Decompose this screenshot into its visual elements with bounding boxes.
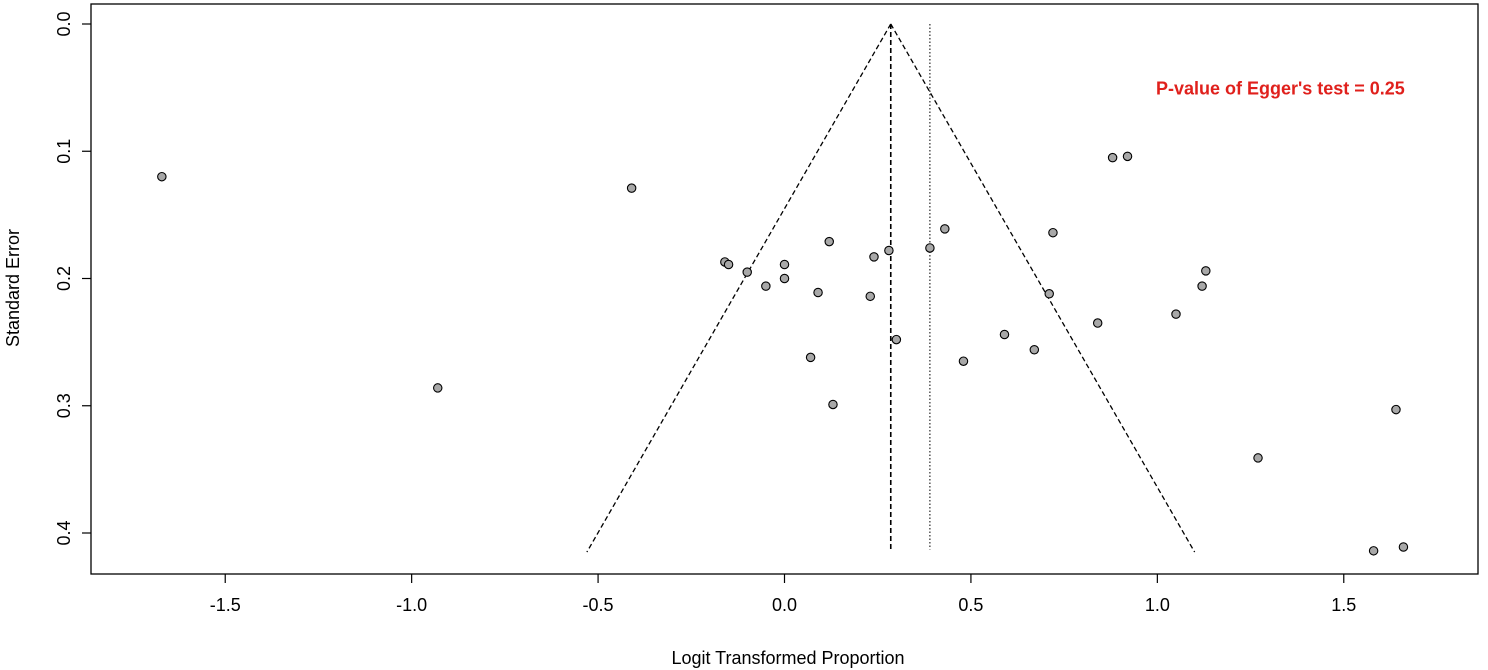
study-point: [828, 399, 838, 410]
y-tick-label: 0.3: [54, 393, 74, 418]
study-point: [723, 259, 734, 270]
x-tick-label: -1.5: [210, 595, 241, 615]
x-axis: -1.5 -1.0 -0.5 0.0 0.5 1.0 1.5: [210, 574, 1356, 615]
x-tick-label: 1.5: [1331, 595, 1356, 615]
study-point: [999, 329, 1010, 340]
study-point: [626, 183, 637, 193]
y-axis-title: Standard Error: [3, 229, 23, 347]
funnel-right-line: [890, 23, 1196, 553]
x-tick-label: -0.5: [583, 595, 614, 615]
x-axis-title: Logit Transformed Proportion: [671, 648, 904, 668]
study-point: [813, 287, 823, 298]
x-tick-label: 1.0: [1145, 595, 1170, 615]
study-point: [1044, 289, 1054, 299]
y-axis: 0.0 0.1 0.2 0.3 0.4: [54, 11, 91, 546]
study-point: [1171, 309, 1181, 319]
study-point: [865, 291, 876, 302]
x-tick-label: 0.5: [958, 595, 983, 615]
study-point: [1391, 404, 1401, 415]
egger-test-annotation: P-value of Egger's test = 0.25: [1156, 79, 1405, 99]
study-point: [1368, 546, 1379, 556]
points-layer: [157, 151, 1409, 556]
study-point: [779, 259, 790, 270]
y-tick-label: 0.4: [54, 520, 74, 545]
study-point: [1092, 318, 1103, 328]
study-point: [1122, 151, 1133, 162]
study-point: [884, 245, 894, 256]
study-point: [805, 352, 816, 363]
study-point: [1029, 345, 1040, 355]
x-tick-label: 0.0: [772, 595, 797, 615]
y-tick-label: 0.2: [54, 266, 74, 291]
study-point: [1048, 227, 1058, 238]
study-point: [925, 243, 935, 253]
study-point: [1253, 453, 1263, 463]
y-tick-label: 0.0: [54, 11, 74, 36]
study-point: [157, 171, 167, 182]
study-point: [940, 224, 950, 234]
study-point: [1201, 266, 1211, 276]
funnel-layer: [586, 23, 1196, 553]
study-point: [742, 267, 752, 277]
x-tick-label: -1.0: [396, 595, 427, 615]
study-point: [761, 281, 771, 291]
study-point: [869, 252, 879, 262]
funnel-left-line: [586, 23, 892, 553]
y-tick-label: 0.1: [54, 139, 74, 164]
study-point: [432, 383, 443, 393]
study-point: [824, 236, 834, 247]
study-point: [958, 356, 969, 366]
study-point: [779, 273, 790, 284]
study-point: [1197, 281, 1207, 291]
study-point: [1398, 542, 1409, 552]
study-point: [891, 334, 902, 345]
study-point: [1107, 152, 1118, 163]
